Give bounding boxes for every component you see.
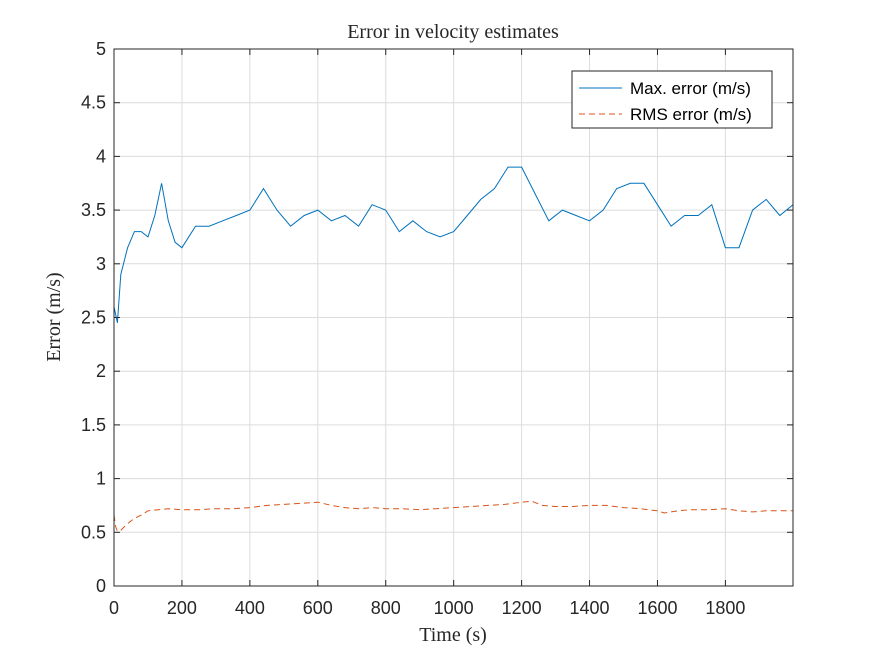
tick-marks	[113, 48, 793, 587]
y-tick-label: 2.5	[81, 308, 106, 328]
x-tick-label: 1000	[434, 598, 474, 618]
y-tick-label: 4.5	[81, 93, 106, 113]
y-tick-label: 1	[96, 469, 106, 489]
grid-lines	[114, 49, 793, 586]
y-tick-label: 0.5	[81, 522, 106, 542]
y-tick-label: 1.5	[81, 415, 106, 435]
y-tick-label: 5	[96, 39, 106, 59]
y-tick-label: 3.5	[81, 200, 106, 220]
series-rms-error-line	[114, 500, 793, 532]
x-tick-label: 1800	[705, 598, 745, 618]
x-tick-label: 1400	[570, 598, 610, 618]
x-tick-label: 1200	[502, 598, 542, 618]
x-tick-label: 1600	[637, 598, 677, 618]
legend-label-max-error: Max. error (m/s)	[630, 79, 751, 98]
x-tick-label: 600	[303, 598, 333, 618]
x-tick-label: 400	[235, 598, 265, 618]
y-tick-label: 4	[96, 146, 106, 166]
x-tick-labels: 0 200 400 600 800 1000 1200 1400 1600 1800	[109, 598, 745, 618]
y-tick-label: 0	[96, 576, 106, 596]
legend-label-rms-error: RMS error (m/s)	[630, 105, 752, 124]
plot-area	[113, 48, 794, 587]
chart-title: Error in velocity estimates	[347, 21, 559, 43]
legend: Max. error (m/s) RMS error (m/s)	[571, 70, 773, 129]
series-max-error-line	[114, 166, 793, 324]
series-layer	[114, 166, 793, 532]
x-axis-label: Time (s)	[419, 624, 487, 646]
legend-box	[571, 70, 773, 129]
y-tick-label: 3	[96, 254, 106, 274]
x-tick-label: 800	[371, 598, 401, 618]
x-tick-label: 200	[167, 598, 197, 618]
x-tick-label: 0	[109, 598, 119, 618]
y-axis-label: Error (m/s)	[43, 272, 65, 361]
y-tick-label: 2	[96, 361, 106, 381]
y-tick-labels: 0 0.5 1 1.5 2 2.5 3 3.5 4 4.5 5	[81, 39, 106, 596]
